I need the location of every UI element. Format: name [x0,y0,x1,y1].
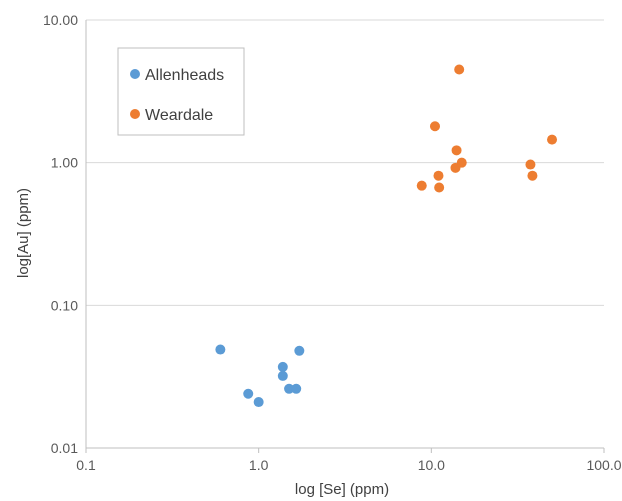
data-point-allenheads [277,361,288,372]
x-tick-label: 0.1 [76,457,96,473]
legend-marker-allenheads [130,69,140,79]
data-point-weardale [434,182,445,193]
x-tick-label: 10.0 [418,457,445,473]
y-tick-label: 1.00 [51,155,78,171]
data-point-weardale [456,157,467,168]
data-point-weardale [433,170,444,181]
data-point-weardale [416,180,427,191]
legend-label-allenheads: Allenheads [145,67,224,84]
x-axis-title: log [Se] (ppm) [295,481,389,498]
data-point-weardale [451,145,462,156]
axes [85,20,605,453]
y-axis-title: log[Au] (ppm) [15,188,32,278]
y-axis-tick-labels: 0.01 0.10 1.00 10.00 [43,12,78,456]
data-points [215,64,558,408]
data-point-allenheads [291,383,302,394]
data-point-weardale [454,64,465,75]
gridlines [86,19,604,306]
data-point-allenheads [215,344,226,355]
data-point-allenheads [253,397,264,408]
y-tick-label: 0.01 [51,440,78,456]
legend-marker-weardale [130,109,140,119]
x-tick-label: 100.0 [586,457,621,473]
data-point-allenheads [277,370,288,381]
data-point-allenheads [243,388,254,399]
data-point-weardale [525,159,536,170]
x-tick-label: 1.0 [249,457,269,473]
legend-box [117,47,245,136]
data-point-weardale [429,121,440,132]
y-tick-label: 0.10 [51,297,78,313]
legend: Allenheads Weardale [117,47,245,136]
data-point-weardale [547,134,558,145]
legend-label-weardale: Weardale [145,107,213,124]
y-tick-label: 10.00 [43,12,78,28]
x-axis-tick-labels: 0.1 1.0 10.0 100.0 [76,457,621,473]
data-point-allenheads [294,345,305,356]
data-point-weardale [527,170,538,181]
data-point-allenheads [284,383,295,394]
